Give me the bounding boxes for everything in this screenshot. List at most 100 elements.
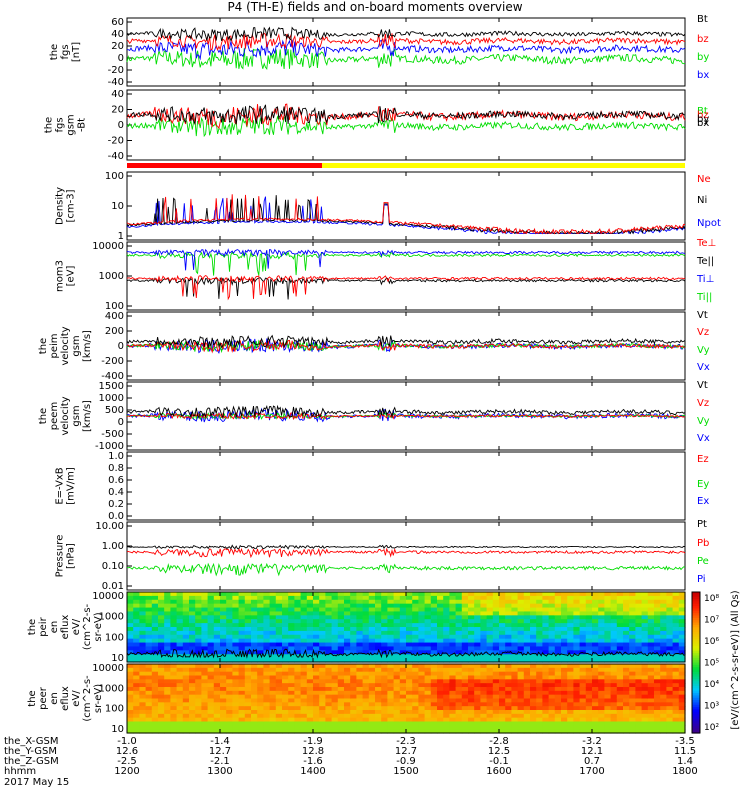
temperature-legend-3: Ti|| — [696, 292, 712, 303]
peem_velocity-ylabel: velocity — [60, 396, 71, 435]
fgs_gsm_1-ytick: 40 — [111, 29, 124, 40]
ephem-value: 12.8 — [302, 746, 324, 757]
peem_velocity-ytick: 1500 — [99, 381, 124, 392]
pressure-ytick: 10.00 — [95, 521, 124, 532]
pressure-ytick: 0.10 — [102, 561, 124, 572]
ephem-label-0: the_X-GSM — [4, 736, 58, 747]
density-ytick: 10 — [111, 201, 124, 212]
peir_eflux-ylabel: the — [27, 619, 38, 635]
series-by — [126, 48, 686, 71]
peim_velocity-legend-3: Vx — [697, 362, 710, 373]
peim_velocity-legend-0: Vt — [697, 310, 708, 321]
peir_eflux-ytick: 1000 — [99, 612, 124, 623]
peer_eflux-ylabel: eV/ — [71, 690, 82, 707]
fgs_gsm_1-ylabel: fgs — [60, 44, 71, 59]
pressure-legend-0: Pt — [697, 519, 707, 530]
fgs_gsm_1-legend-3: bx — [697, 70, 709, 81]
peem_velocity-ytick: 0 — [118, 417, 124, 428]
pressure-legend-3: Pi — [697, 574, 706, 585]
peem_velocity-ylabel: [km/s] — [82, 400, 93, 432]
peim_velocity-ylabel: gsm — [71, 335, 82, 356]
peir_eflux-ytick: 10 — [111, 653, 124, 664]
ephem-value: -1.4 — [210, 736, 230, 747]
peim_velocity-legend-2: Vy — [697, 345, 710, 356]
series-Pe — [126, 562, 686, 577]
ephem-value: 12.6 — [116, 746, 138, 757]
series-Npot — [126, 196, 686, 235]
colorbar-label: [eV/(cm^2-s-sr-eV)] (All Qs) — [730, 590, 741, 729]
series-Ne — [126, 194, 686, 235]
ephem-value: 1500 — [393, 766, 418, 777]
fgs_gsm_1-ylabel: [nT] — [71, 42, 82, 62]
ephem-value: -0.9 — [396, 756, 416, 767]
colorbar-tick-5: 10³ — [704, 702, 719, 712]
fgs_gsm_1-ytick: -20 — [108, 65, 124, 76]
peer_eflux-ylabel: eflux — [60, 686, 71, 711]
panel-frame-2 — [126, 171, 686, 241]
series-bz — [126, 31, 686, 51]
peer_eflux-ylabel: peer — [38, 686, 49, 710]
ephem-value: 1700 — [579, 766, 604, 777]
fgs_gsm_2-legend-0: Bt — [697, 106, 708, 117]
fgs_gsm_2-ylabel: -Bt — [77, 118, 88, 132]
ephem-value: 12.7 — [209, 746, 231, 757]
series-Tiperp — [126, 248, 686, 271]
ephem-value: 1400 — [300, 766, 325, 777]
series-Pb — [126, 547, 686, 559]
pressure-ytick: 0.01 — [102, 581, 124, 592]
density-legend-2: Npot — [697, 218, 721, 229]
ephem-value: 0.7 — [584, 756, 600, 767]
series-Bt — [126, 26, 686, 42]
peer_eflux-ytick: 10 — [111, 724, 124, 735]
pressure-legend-1: Pb — [697, 538, 709, 549]
temperature-ytick: 100 — [105, 301, 124, 312]
peer_eflux-ytick: 10000 — [92, 663, 124, 674]
ephem-value: 12.1 — [581, 746, 603, 757]
peir_eflux-ylabel: sr-eV) — [93, 612, 104, 641]
series-Tepar — [126, 276, 686, 300]
ephem-value: -2.8 — [489, 736, 509, 747]
ephem-value: 11.5 — [674, 746, 696, 757]
peem_velocity-legend-3: Vx — [697, 433, 710, 444]
peir_eflux-ylabel: en — [49, 621, 60, 634]
peem_velocity-ylabel: the — [38, 408, 49, 424]
ephem-value: -3.2 — [582, 736, 602, 747]
fgs_gsm_2-ytick: 0 — [118, 120, 124, 131]
temperature-ylabel: [eV] — [66, 266, 77, 287]
series-Vt — [126, 404, 686, 420]
ephem-value: -2.1 — [210, 756, 230, 767]
fgs_gsm_1-ylabel: the — [49, 44, 60, 60]
series-Bt — [126, 104, 686, 126]
fgs_gsm_2-ytick: 40 — [111, 89, 124, 100]
fgs_gsm_1-ytick: 60 — [111, 17, 124, 28]
peer_eflux-ylabel: (cm^2-s- — [82, 675, 93, 722]
colorbar-tick-6: 10² — [704, 723, 719, 733]
ephem-value: 12.7 — [395, 746, 417, 757]
ephem-value: -1.0 — [117, 736, 137, 747]
ephem-value: 1300 — [207, 766, 232, 777]
density-ylabel: [cm-3] — [66, 189, 77, 222]
temperature-ylabel: mom3 — [55, 260, 66, 292]
density-ytick: 100 — [105, 171, 124, 182]
colorbar-tick-1: 10⁷ — [704, 616, 719, 626]
temperature-legend-1: Te|| — [696, 256, 714, 267]
fgs_gsm_2-legend-1: bz — [697, 110, 709, 121]
temperature-legend-2: Ti⊥ — [696, 274, 714, 285]
peim_velocity-ytick: -200 — [101, 356, 124, 367]
fgs_gsm_1-legend-1: bz — [697, 34, 709, 45]
series-scpot — [126, 648, 686, 659]
series-Tipar — [126, 251, 686, 276]
peem_velocity-ylabel: peem — [49, 402, 60, 430]
ephem-value: -2.3 — [396, 736, 416, 747]
fgs_gsm_2-ylabel: the — [44, 117, 55, 133]
efield-ytick: 0.8 — [108, 463, 124, 474]
ephem-label-2: the_Z-GSM — [4, 756, 59, 767]
efield-ytick: 0.0 — [108, 511, 124, 522]
peem_velocity-ylabel: gsm — [71, 405, 82, 426]
peim_velocity-ylabel: the — [38, 338, 49, 354]
ephem-label-3: hhmm — [4, 766, 36, 777]
ephem-value: -0.1 — [489, 756, 509, 767]
series-Pt — [127, 544, 686, 550]
pressure-ylabel: Pressure — [55, 535, 66, 578]
